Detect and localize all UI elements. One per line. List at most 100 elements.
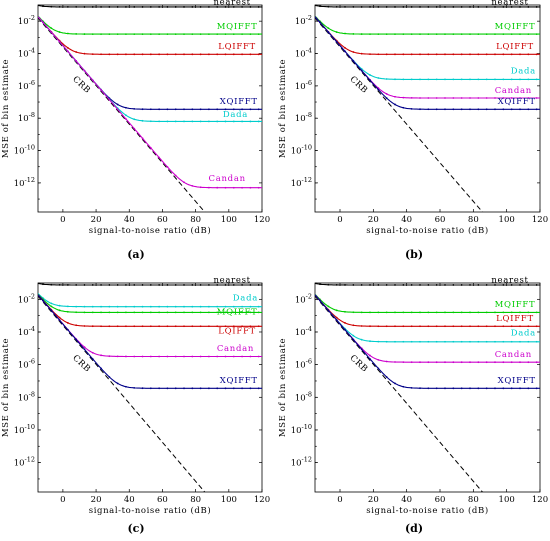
series-point xyxy=(83,311,86,314)
series-point xyxy=(149,53,152,56)
series-point xyxy=(502,387,505,390)
series-point xyxy=(469,284,471,286)
series-point xyxy=(208,33,210,36)
series-point xyxy=(427,108,430,111)
series-point xyxy=(427,325,430,328)
series-point xyxy=(352,51,355,53)
series-point xyxy=(527,361,530,364)
series-point xyxy=(174,311,177,314)
series-point xyxy=(410,386,413,389)
series-point xyxy=(435,340,438,343)
series-point xyxy=(133,325,136,328)
series-point xyxy=(385,376,388,378)
series-point xyxy=(394,53,396,56)
series-point xyxy=(183,325,185,328)
series-point xyxy=(485,53,488,56)
series-point xyxy=(158,325,161,328)
series-point xyxy=(241,186,243,189)
y-tick-label: 10-2 xyxy=(18,292,35,305)
series-point xyxy=(50,302,53,305)
series-point xyxy=(174,120,177,123)
series-point xyxy=(344,310,346,313)
series-point xyxy=(494,6,496,8)
series-point xyxy=(452,387,455,390)
x-tick-label: 60 xyxy=(435,495,446,505)
series-point xyxy=(452,311,455,314)
series-point xyxy=(385,97,388,99)
series-point xyxy=(385,340,388,343)
series-point xyxy=(125,6,127,8)
series-point xyxy=(66,322,69,324)
series-point xyxy=(133,305,136,308)
series-point xyxy=(199,284,202,286)
series-point xyxy=(510,325,513,328)
series-point xyxy=(410,6,413,8)
series-point xyxy=(444,387,446,390)
series-point xyxy=(444,108,446,111)
series-point xyxy=(257,108,260,111)
series-point xyxy=(249,120,252,123)
series-point xyxy=(191,305,194,308)
series-point xyxy=(510,311,513,314)
x-tick-label: 100 xyxy=(221,495,237,505)
series-point xyxy=(485,284,488,286)
series-point xyxy=(394,95,396,98)
series-point xyxy=(460,33,463,36)
series-point xyxy=(419,284,421,286)
series-point xyxy=(141,6,144,8)
series-point xyxy=(174,355,177,358)
series-point xyxy=(141,387,144,390)
series-point xyxy=(519,108,521,111)
series-point xyxy=(469,387,471,390)
series-point xyxy=(241,6,243,8)
x-tick-label: 100 xyxy=(499,215,515,225)
series-point xyxy=(158,355,161,358)
series-point xyxy=(249,311,252,314)
series-point xyxy=(469,78,471,81)
x-tick-label: 60 xyxy=(435,215,446,225)
series-point xyxy=(535,361,538,364)
series-point xyxy=(216,53,219,56)
series-point xyxy=(125,118,127,120)
series-point xyxy=(519,361,521,364)
series-point xyxy=(385,33,388,36)
series-point xyxy=(108,6,111,8)
series-point xyxy=(158,53,161,56)
series-point xyxy=(249,355,252,358)
series-point xyxy=(335,5,338,8)
series-point xyxy=(360,348,363,351)
series-point xyxy=(485,340,488,343)
series-point xyxy=(125,284,127,286)
series-point xyxy=(66,305,69,308)
series-point xyxy=(166,387,169,390)
series-point xyxy=(385,53,388,56)
series-point xyxy=(402,284,405,286)
series-point xyxy=(232,355,235,358)
series-point xyxy=(108,33,111,36)
series-point xyxy=(208,311,210,314)
series-point xyxy=(224,53,227,56)
series-point xyxy=(199,120,202,123)
series-point xyxy=(108,98,111,101)
series-point xyxy=(435,284,438,286)
series-point xyxy=(100,53,102,56)
y-tick-label: 10-8 xyxy=(18,390,35,403)
series-point xyxy=(100,367,102,370)
x-tick-label: 120 xyxy=(532,495,548,505)
x-tick-label: 20 xyxy=(91,215,102,225)
series-point xyxy=(519,387,521,390)
series-point xyxy=(344,50,346,53)
series-label-dada: Dada xyxy=(223,110,248,120)
series-point xyxy=(327,5,330,8)
series-point xyxy=(216,6,219,8)
series-point xyxy=(75,33,78,35)
series-point xyxy=(419,6,421,8)
series-point xyxy=(257,355,260,358)
series-point xyxy=(469,361,471,364)
series-point xyxy=(199,186,202,189)
series-point xyxy=(435,6,438,8)
series-point xyxy=(535,284,538,286)
series-point xyxy=(100,284,102,286)
series-point xyxy=(510,78,513,81)
